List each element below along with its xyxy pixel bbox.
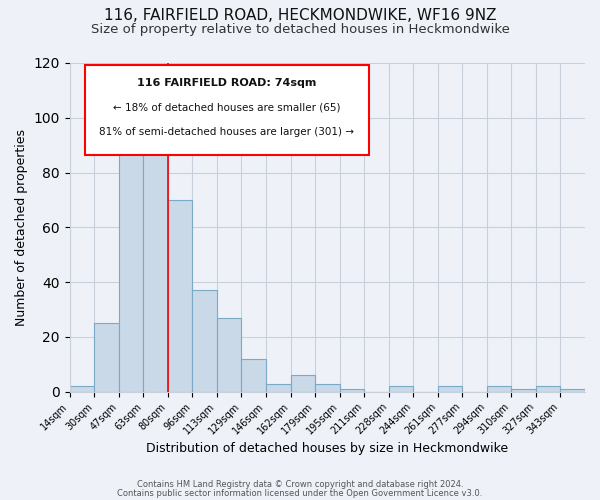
Text: ← 18% of detached houses are smaller (65): ← 18% of detached houses are smaller (65… (113, 102, 341, 113)
Text: 81% of semi-detached houses are larger (301) →: 81% of semi-detached houses are larger (… (100, 127, 355, 137)
Bar (119, 150, 143, 392)
Bar (560, 389, 585, 392)
Bar (290, 376, 315, 392)
Bar (536, 386, 560, 392)
Text: Size of property relative to detached houses in Heckmondwike: Size of property relative to detached ho… (91, 22, 509, 36)
Text: 116, FAIRFIELD ROAD, HECKMONDWIKE, WF16 9NZ: 116, FAIRFIELD ROAD, HECKMONDWIKE, WF16 … (104, 8, 496, 22)
Text: Contains public sector information licensed under the Open Government Licence v3: Contains public sector information licen… (118, 489, 482, 498)
Bar (315, 384, 340, 392)
Bar (389, 386, 413, 392)
Bar (70, 386, 94, 392)
Text: 116 FAIRFIELD ROAD: 74sqm: 116 FAIRFIELD ROAD: 74sqm (137, 78, 317, 88)
Y-axis label: Number of detached properties: Number of detached properties (15, 129, 28, 326)
Bar (168, 200, 193, 392)
Bar (340, 389, 364, 392)
Bar (511, 389, 536, 392)
X-axis label: Distribution of detached houses by size in Heckmondwike: Distribution of detached houses by size … (146, 442, 508, 455)
Bar (143, 145, 168, 392)
Bar (487, 386, 511, 392)
Bar (193, 290, 217, 392)
Text: Contains HM Land Registry data © Crown copyright and database right 2024.: Contains HM Land Registry data © Crown c… (137, 480, 463, 489)
FancyBboxPatch shape (85, 64, 368, 155)
Bar (438, 386, 462, 392)
Bar (241, 359, 266, 392)
Bar (94, 323, 119, 392)
Bar (266, 384, 290, 392)
Bar (217, 318, 241, 392)
